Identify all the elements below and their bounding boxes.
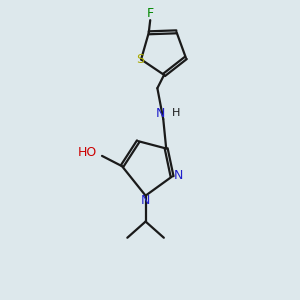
Text: N: N: [141, 194, 150, 207]
Text: S: S: [136, 53, 144, 66]
Text: N: N: [156, 107, 165, 120]
Text: HO: HO: [78, 146, 98, 159]
Text: F: F: [147, 7, 154, 20]
Text: H: H: [171, 108, 180, 118]
Text: N: N: [174, 169, 183, 182]
